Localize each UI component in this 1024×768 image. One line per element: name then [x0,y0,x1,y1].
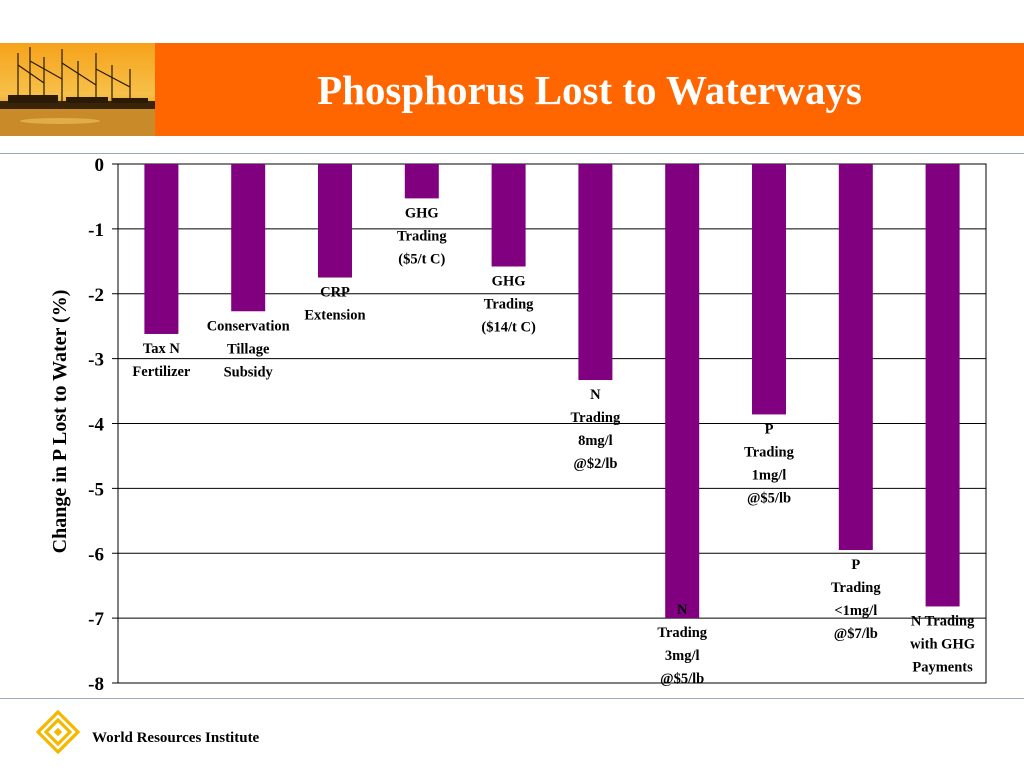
category-label: Trading [397,228,447,244]
category-label: @$7/lb [834,626,878,642]
category-label: Extension [304,308,365,324]
category-label: N [677,602,688,618]
category-label: 3mg/l [665,648,700,664]
category-label: N [590,387,601,403]
category-label: Tax N [143,341,180,357]
bar [318,164,352,278]
bar [404,164,439,199]
bar [491,164,526,267]
category-label: GHG [405,205,439,221]
footer-org-name: World Resources Institute [92,730,260,746]
category-label: Trading [831,580,881,596]
category-label: 1mg/l [752,467,787,483]
bar [144,164,179,334]
harbor-photo [0,43,155,136]
category-label: 8mg/l [578,433,613,449]
category-label: ($14/t C) [481,320,536,336]
category-label: P [765,421,774,437]
y-tick-label: -7 [88,609,104,630]
category-label: Fertilizer [132,364,191,380]
y-axis-label: Change in P Lost to Water (%) [49,290,71,554]
category-label: Trading [744,444,794,460]
top-divider [0,153,1024,154]
bottom-divider [0,698,1024,699]
bar [231,164,266,312]
category-label: Conservation [207,318,290,334]
category-label: @$2/lb [573,456,617,472]
category-label: Tillage [227,341,270,357]
page-title: Phosphorus Lost to Waterways [317,66,862,113]
y-tick-label: -5 [88,479,104,500]
category-label: ($5/t C) [398,251,445,267]
wri-logo-icon [36,710,80,754]
y-tick-label: -1 [88,220,104,241]
category-label: CRP [320,285,350,301]
bar [665,164,700,619]
y-tick-label: -8 [88,674,104,695]
bar [925,164,960,607]
category-label: with GHG [910,636,975,652]
category-label: GHG [492,274,526,290]
category-label: @$5/lb [747,490,791,506]
header-bar [0,43,1024,136]
category-label: Trading [657,625,707,641]
bar [578,164,613,381]
category-label: N Trading [911,613,975,629]
category-label: Trading [484,297,534,313]
category-label: Trading [571,410,621,426]
category-label: @$5/lb [660,671,704,687]
y-tick-label: -3 [88,350,104,371]
y-tick-label: 0 [95,155,105,176]
bar [752,164,786,415]
category-label: P [851,557,860,573]
category-label: Subsidy [224,364,274,380]
bar [838,164,873,551]
category-label: <1mg/l [834,603,877,619]
y-tick-label: -6 [88,544,104,565]
category-label: Payments [912,659,973,675]
y-tick-label: -2 [88,285,104,306]
bar-chart: 0 -1 -2 -3 -4 -5 -6 -7 -8 Change in P Lost to Wat… [49,155,987,695]
y-tick-label: -4 [88,415,104,436]
